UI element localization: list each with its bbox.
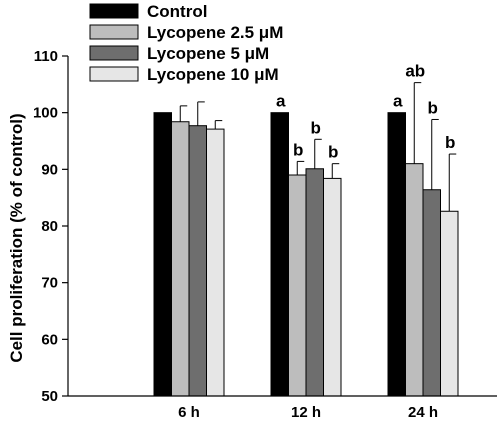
- significance-label-2-2: b: [428, 98, 438, 117]
- bar-3-1: [323, 177, 342, 397]
- y-tick-label-1: 60: [41, 331, 58, 348]
- significance-label-0-1: a: [276, 92, 286, 111]
- significance-label-2-1: b: [311, 118, 321, 137]
- x-tick-label-0: 6 h: [178, 404, 200, 421]
- legend: Control Lycopene 2.5 μM Lycopene 5 μM Lycop…: [89, 2, 283, 84]
- legend-label-0: Control: [147, 2, 207, 21]
- significance-label-3-1: b: [328, 143, 338, 162]
- bar-2-2: [422, 189, 441, 397]
- error-bars: [179, 82, 457, 212]
- bar-0-1: [270, 112, 289, 397]
- y-tick-label-4: 90: [41, 161, 58, 178]
- legend-swatch-0: [89, 3, 139, 19]
- bars: [153, 112, 459, 397]
- y-tick-label-3: 80: [41, 218, 58, 235]
- y-tick-label-0: 50: [41, 388, 58, 405]
- y-tick-label-6: 110: [34, 48, 58, 65]
- x-tick-label-2: 24 h: [408, 404, 438, 421]
- x-tick-label-1: 12 h: [291, 404, 321, 421]
- significance-label-1-1: b: [293, 140, 303, 159]
- bar-3-0: [206, 128, 225, 397]
- bar-3-2: [440, 210, 459, 397]
- legend-swatch-3: [89, 66, 139, 82]
- bar-2-0: [188, 125, 207, 397]
- legend-label-1: Lycopene 2.5 μM: [147, 23, 283, 42]
- bar-0-2: [387, 112, 406, 397]
- bar-0-0: [153, 112, 172, 397]
- axes: 50 60 70 80 90 100 110 6 h 12 h 24 h: [33, 48, 497, 421]
- significance-label-3-2: b: [445, 133, 455, 152]
- significance-label-0-2: a: [393, 92, 403, 111]
- bar-1-0: [171, 121, 190, 397]
- bar-1-2: [405, 163, 424, 397]
- bar-2-1: [305, 168, 324, 397]
- bar-1-1: [288, 174, 307, 397]
- legend-swatch-2: [89, 45, 139, 61]
- y-tick-label-2: 70: [41, 275, 58, 292]
- y-tick-label-5: 100: [33, 105, 58, 122]
- legend-swatch-1: [89, 24, 139, 40]
- legend-label-2: Lycopene 5 μM: [147, 44, 269, 63]
- y-axis-label: Cell proliferation (% of control): [7, 113, 26, 362]
- significance-label-1-2: ab: [405, 62, 425, 81]
- legend-label-3: Lycopene 10 μM: [147, 65, 279, 84]
